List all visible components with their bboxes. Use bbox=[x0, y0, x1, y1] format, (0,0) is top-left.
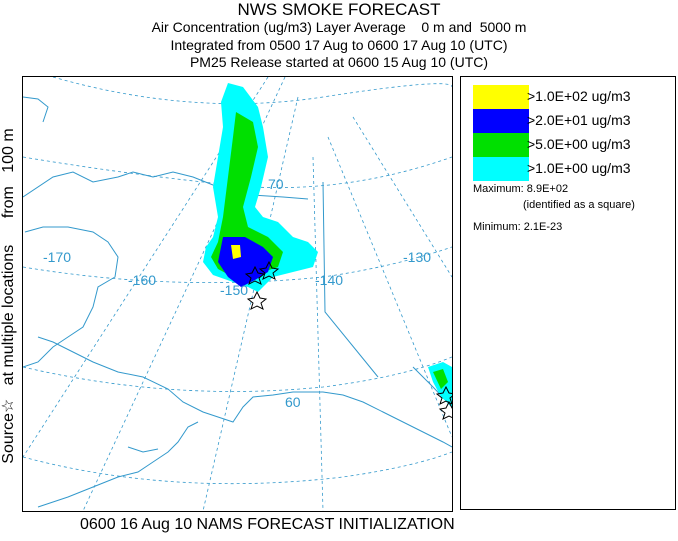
legend-swatch-blue bbox=[473, 109, 529, 133]
lon-label-150: -150 bbox=[220, 282, 248, 298]
legend-label: >1.0E+00 ug/m3 bbox=[527, 160, 631, 176]
legend-label: >5.0E+00 ug/m3 bbox=[527, 136, 631, 152]
lat-label-70: 70 bbox=[268, 176, 284, 192]
legend-swatch-green bbox=[473, 133, 529, 157]
forecast-title: NWS SMOKE FORECAST bbox=[237, 0, 441, 19]
concentration-subtitle: Air Concentration (ug/m3) Layer Average … bbox=[151, 19, 527, 35]
source-markers bbox=[244, 260, 452, 420]
legend-item: >5.0E+00 ug/m3 bbox=[473, 133, 673, 157]
legend-label: >2.0E+01 ug/m3 bbox=[527, 112, 631, 128]
legend-swatch-cyan bbox=[473, 157, 529, 181]
maximum-note: (identified as a square) bbox=[523, 199, 635, 211]
latitude-lines bbox=[23, 77, 452, 485]
legend-label: >1.0E+02 ug/m3 bbox=[527, 88, 631, 104]
smoke-map: -170 -160 -150 -140 -130 70 60 bbox=[22, 76, 453, 512]
map-canvas: -170 -160 -150 -140 -130 70 60 bbox=[23, 77, 452, 511]
integration-period: Integrated from 0500 17 Aug to 0600 17 A… bbox=[170, 37, 508, 53]
lon-label-170: -170 bbox=[43, 249, 71, 265]
source-side-label: Source☆ at multiple locations from 100 m bbox=[0, 128, 17, 464]
legend-item: >1.0E+00 ug/m3 bbox=[473, 157, 673, 181]
release-start: PM25 Release started at 0600 15 Aug 10 (… bbox=[189, 54, 489, 70]
lat-label-60: 60 bbox=[285, 394, 301, 410]
minimum-value: Minimum: 2.1E-23 bbox=[473, 221, 563, 233]
legend-swatch-yellow bbox=[473, 85, 529, 109]
lon-label-130: -130 bbox=[403, 249, 431, 265]
lon-label-160: -160 bbox=[128, 272, 156, 288]
legend-item: >1.0E+02 ug/m3 bbox=[473, 85, 673, 109]
legend-item: >2.0E+01 ug/m3 bbox=[473, 109, 673, 133]
lon-label-140: -140 bbox=[315, 272, 343, 288]
legend-panel: >1.0E+02 ug/m3 >2.0E+01 ug/m3 >5.0E+00 u… bbox=[460, 76, 676, 510]
maximum-value: Maximum: 8.9E+02 bbox=[473, 183, 569, 195]
smoke-plume bbox=[203, 83, 452, 407]
initialization-footer: 0600 16 Aug 10 NAMS FORECAST INITIALIZAT… bbox=[80, 516, 455, 533]
